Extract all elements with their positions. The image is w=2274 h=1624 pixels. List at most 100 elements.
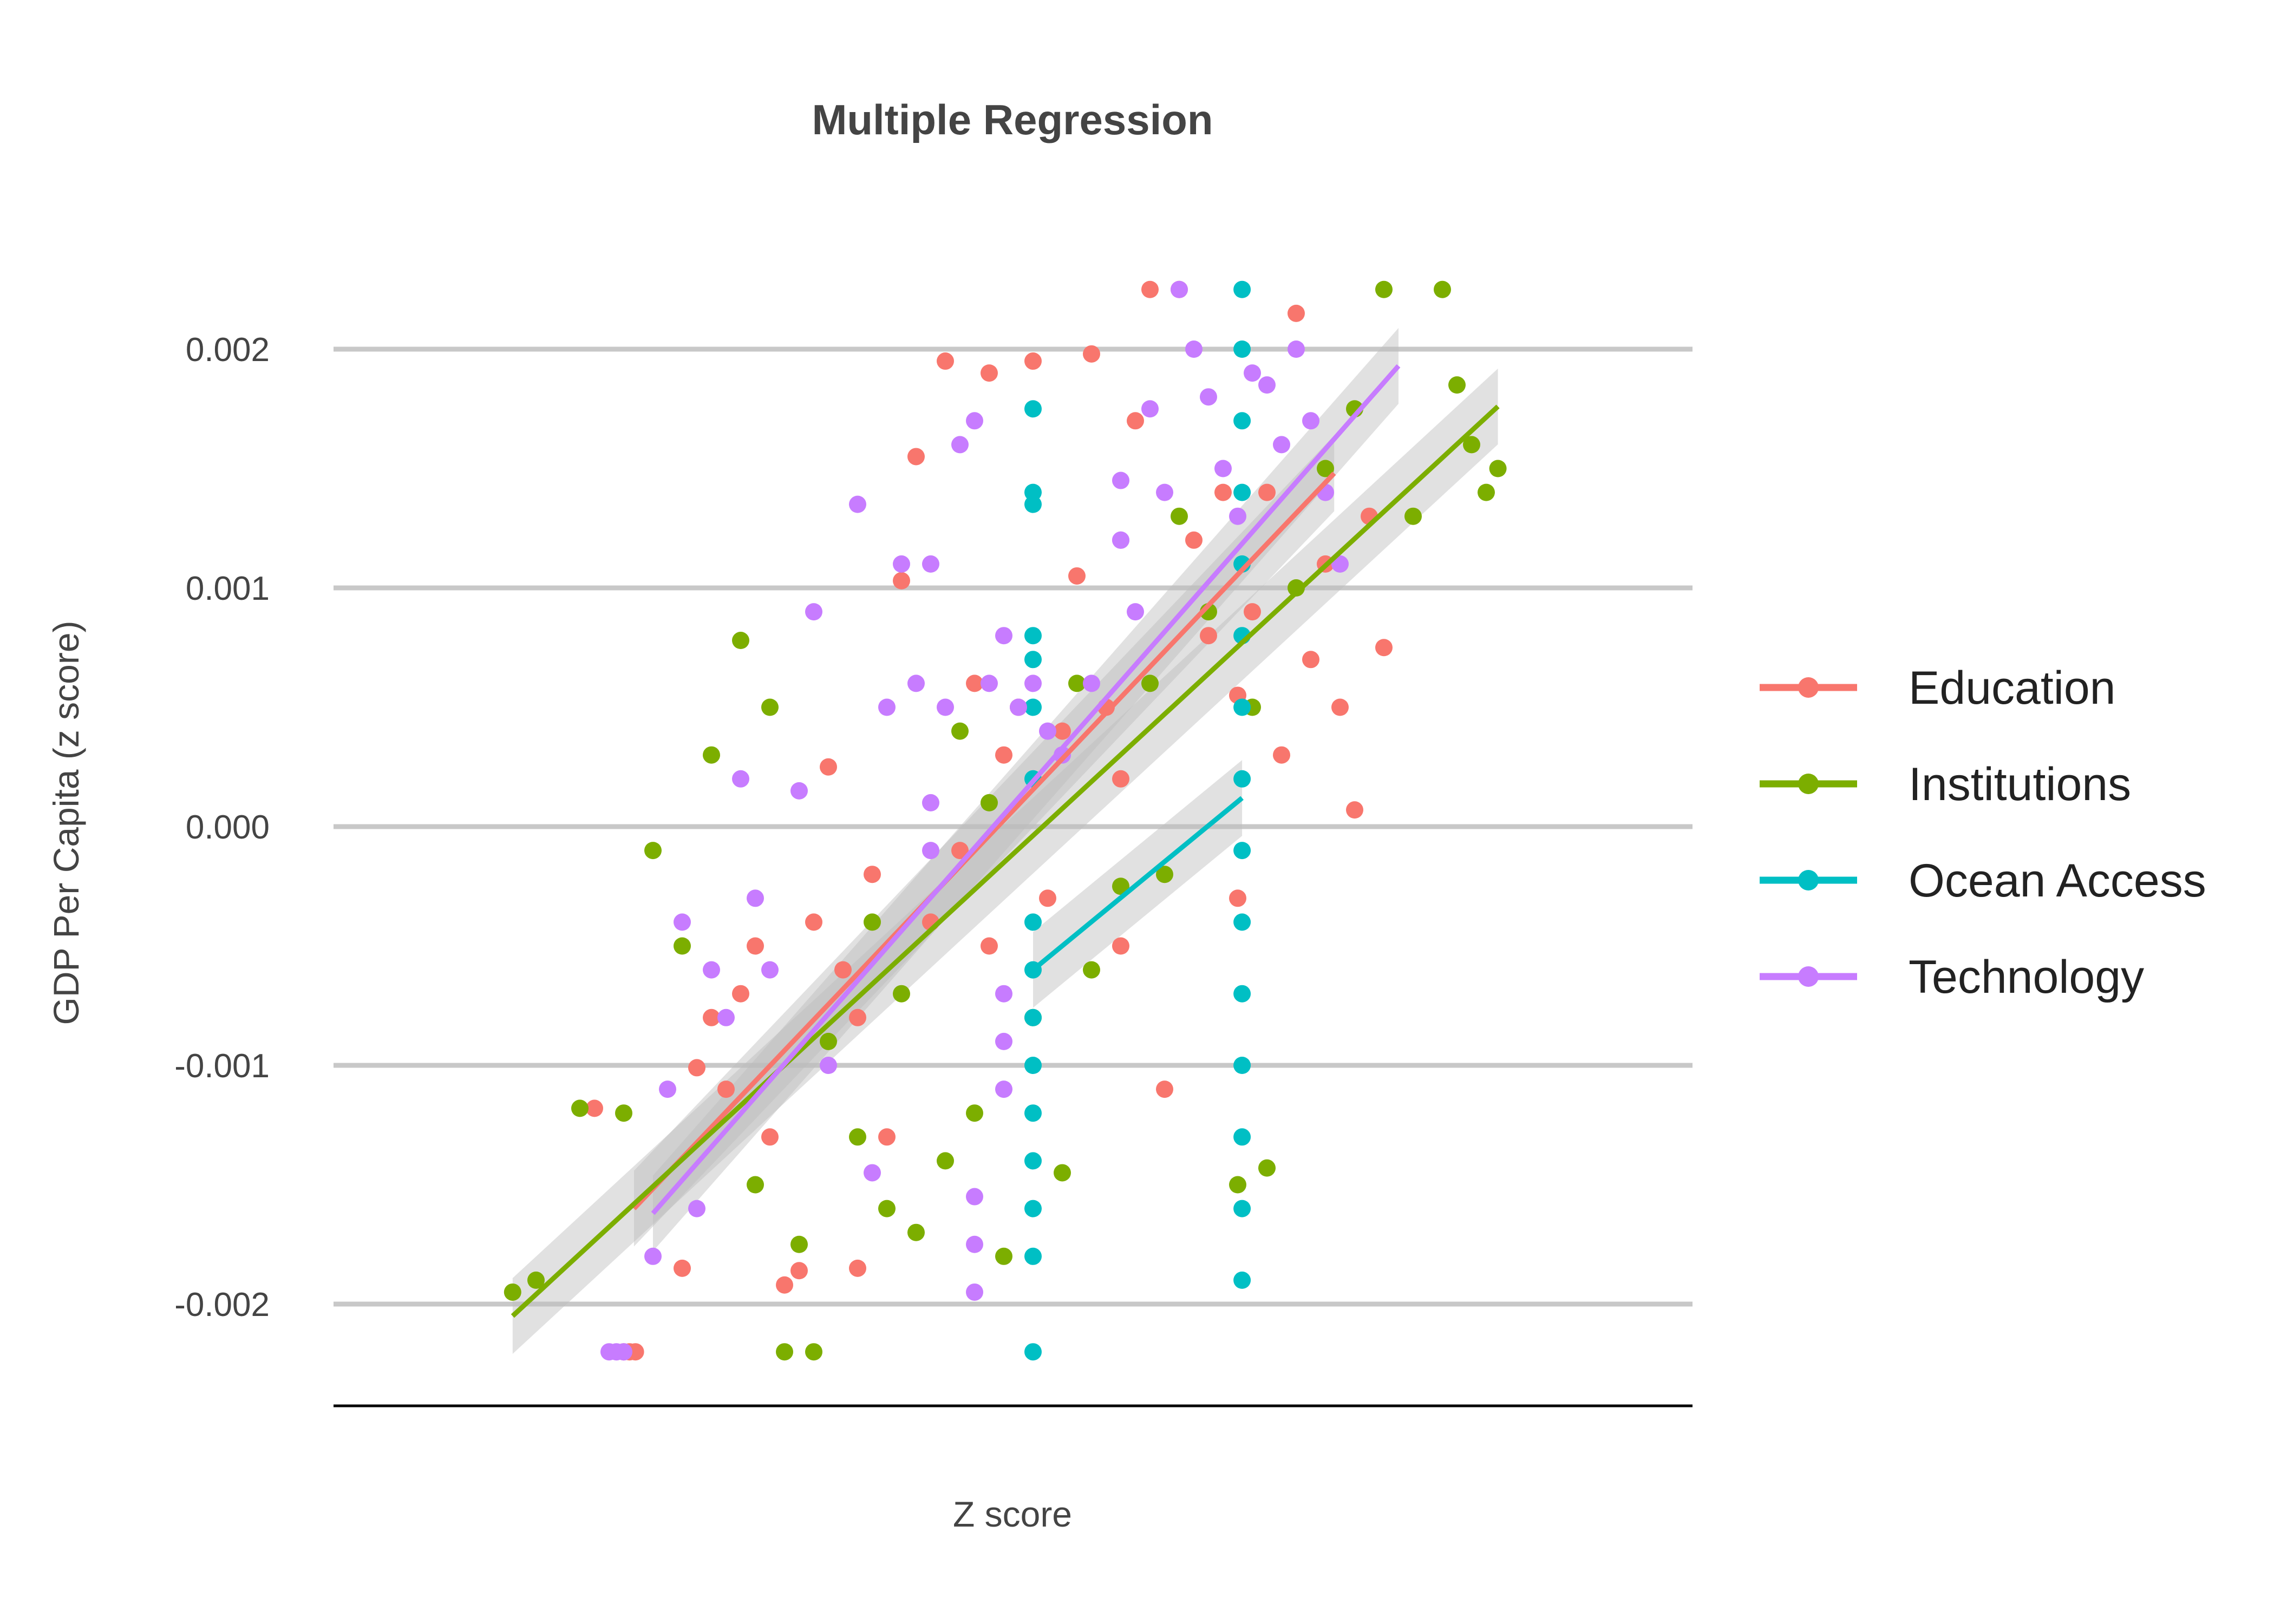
data-point: [1185, 531, 1203, 549]
data-point: [1375, 639, 1393, 657]
data-point: [1141, 280, 1159, 298]
data-point: [1258, 376, 1276, 394]
data-point: [820, 758, 837, 776]
data-point: [995, 1032, 1012, 1050]
data-point: [878, 1128, 896, 1146]
data-point: [571, 1099, 589, 1117]
data-point: [1024, 1247, 1042, 1265]
data-point: [1068, 567, 1086, 585]
regression-line: [651, 364, 1401, 1215]
y-tick-label: 0.002: [186, 331, 270, 369]
data-point: [776, 1276, 793, 1294]
data-point: [820, 1057, 837, 1074]
legend-label: Ocean Access: [1909, 855, 2206, 907]
data-point: [1039, 722, 1056, 740]
legend-item: Technology: [1760, 951, 2144, 1003]
data-point: [922, 794, 939, 811]
data-point: [1024, 483, 1042, 501]
data-point: [674, 1259, 691, 1277]
data-point: [1233, 483, 1251, 501]
data-point: [1112, 937, 1129, 955]
y-tick-label: 0.000: [186, 809, 270, 846]
data-point: [1024, 1009, 1042, 1026]
legend-label: Education: [1909, 662, 2116, 714]
data-point: [1233, 1128, 1251, 1146]
data-point: [951, 436, 969, 454]
regression-line: [511, 404, 1500, 1318]
data-point: [1233, 1057, 1251, 1074]
data-point: [893, 572, 910, 590]
data-point: [1127, 412, 1144, 430]
data-point: [1448, 376, 1466, 394]
data-point: [615, 1104, 632, 1122]
y-tick-label: -0.002: [174, 1286, 270, 1324]
data-point: [864, 866, 881, 883]
data-point: [966, 412, 983, 430]
data-point: [1233, 1271, 1251, 1289]
data-point: [1083, 961, 1100, 979]
data-point: [937, 698, 954, 716]
data-point: [1010, 698, 1027, 716]
data-point: [1112, 878, 1129, 895]
data-point: [1156, 483, 1173, 501]
data-point: [1024, 495, 1042, 513]
legend-item: Education: [1760, 662, 2116, 714]
data-point: [805, 913, 822, 931]
data-point: [527, 1271, 545, 1289]
data-point: [834, 961, 852, 979]
data-point: [1317, 460, 1334, 477]
data-point: [1024, 400, 1042, 418]
data-point: [659, 1081, 676, 1098]
data-point: [1489, 460, 1507, 477]
data-point: [1156, 866, 1173, 883]
data-point: [1214, 460, 1232, 477]
data-point: [1068, 675, 1086, 692]
data-point: [1244, 603, 1261, 621]
data-point: [1233, 842, 1251, 860]
data-point: [688, 1200, 705, 1217]
data-point: [1024, 1200, 1042, 1217]
data-point: [805, 1343, 822, 1361]
data-point: [1200, 388, 1217, 406]
data-point: [907, 675, 925, 692]
data-point: [951, 842, 969, 860]
legend-swatch-point: [1798, 774, 1819, 794]
data-point: [732, 985, 749, 1003]
data-point: [1331, 698, 1349, 716]
data-point: [937, 352, 954, 370]
data-point: [1258, 1159, 1276, 1177]
legend-item: Ocean Access: [1760, 855, 2206, 907]
data-point: [893, 555, 910, 573]
data-point: [1024, 651, 1042, 669]
data-point: [1233, 280, 1251, 298]
data-point: [1288, 579, 1305, 597]
data-point: [1024, 675, 1042, 692]
data-point: [586, 1099, 603, 1117]
data-point: [1024, 1152, 1042, 1170]
data-point: [732, 632, 749, 650]
data-point: [1233, 340, 1251, 358]
x-axis-label: Z score: [953, 1494, 1072, 1534]
data-point: [1244, 364, 1261, 382]
data-point: [1233, 412, 1251, 430]
data-point: [1141, 400, 1159, 418]
data-point: [864, 1164, 881, 1182]
data-point: [790, 1235, 808, 1253]
data-point: [1127, 603, 1144, 621]
legend-item: Institutions: [1760, 758, 2131, 810]
data-point: [1233, 770, 1251, 788]
data-point: [893, 985, 910, 1003]
data-point: [674, 913, 691, 931]
data-point: [747, 937, 764, 955]
legend-swatch-point: [1798, 677, 1819, 698]
legend: Education Institutions Ocean Access Technol…: [1760, 662, 2206, 1003]
data-point: [1024, 352, 1042, 370]
scatter-points: [504, 280, 1507, 1361]
data-point: [878, 698, 896, 716]
legend-swatch-point: [1798, 966, 1819, 987]
data-point: [820, 1032, 837, 1050]
data-point: [761, 698, 779, 716]
data-point: [849, 1128, 866, 1146]
data-point: [1331, 555, 1349, 573]
